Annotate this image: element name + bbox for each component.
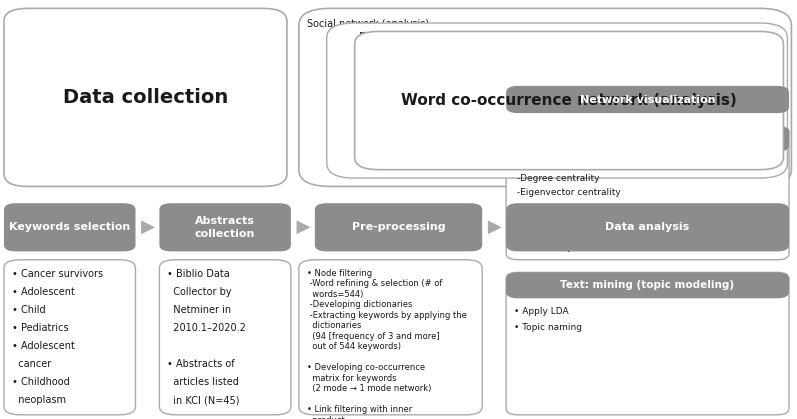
Text: • Biblio Data: • Biblio Data [167, 269, 230, 279]
FancyBboxPatch shape [506, 126, 789, 260]
Text: Data analysis: Data analysis [606, 222, 689, 232]
Text: cancer: cancer [12, 359, 51, 369]
Text: (2 mode → 1 mode network): (2 mode → 1 mode network) [307, 384, 431, 393]
Text: product: product [307, 416, 344, 419]
Text: Bibliometrics network (analysis): Bibliometrics network (analysis) [359, 32, 516, 42]
Text: Netminer in: Netminer in [167, 305, 231, 315]
FancyBboxPatch shape [506, 126, 789, 152]
Text: articles listed: articles listed [167, 377, 239, 387]
Text: • Link filtering with inner: • Link filtering with inner [307, 405, 412, 414]
Text: matrix for keywords: matrix for keywords [307, 374, 396, 383]
Text: words=544): words=544) [307, 290, 363, 299]
Text: Abstracts
collection: Abstracts collection [195, 216, 255, 238]
Text: dictionaries: dictionaries [307, 321, 361, 330]
Text: • Abstracts of: • Abstracts of [167, 359, 235, 369]
Text: out of 544 keywords): out of 544 keywords) [307, 342, 401, 351]
FancyBboxPatch shape [315, 203, 482, 251]
Text: Pre-processing: Pre-processing [351, 222, 446, 232]
FancyBboxPatch shape [4, 8, 287, 186]
Text: • Adolescent: • Adolescent [12, 287, 75, 297]
Text: • Apply LDA: • Apply LDA [514, 307, 569, 316]
FancyBboxPatch shape [506, 272, 789, 298]
Text: Network analysis: Network analysis [597, 134, 698, 144]
FancyBboxPatch shape [4, 260, 135, 415]
Text: Keywords selection: Keywords selection [9, 222, 131, 232]
Text: • Cancer survivors: • Cancer survivors [12, 269, 103, 279]
FancyBboxPatch shape [355, 31, 783, 170]
Text: • Topic naming: • Topic naming [514, 323, 582, 332]
Text: -Degree centrality: -Degree centrality [514, 174, 599, 183]
FancyBboxPatch shape [506, 86, 789, 113]
Text: -Community: -Community [514, 243, 572, 252]
Text: Network visualization: Network visualization [579, 95, 716, 104]
Text: Word co-occurrence network (analysis): Word co-occurrence network (analysis) [401, 93, 737, 108]
Text: • Adolescent: • Adolescent [12, 341, 75, 351]
Text: • Node filtering: • Node filtering [307, 269, 372, 278]
Text: Social network (analysis): Social network (analysis) [307, 19, 429, 29]
Text: -Developing dictionaries: -Developing dictionaries [307, 300, 412, 309]
Text: neoplasm: neoplasm [12, 395, 66, 405]
Text: in KCI (N=45): in KCI (N=45) [167, 395, 240, 405]
FancyBboxPatch shape [506, 203, 789, 251]
Text: -Word refining & selection (# of: -Word refining & selection (# of [307, 279, 442, 288]
Text: 2010.1–2020.2: 2010.1–2020.2 [167, 323, 246, 333]
FancyBboxPatch shape [506, 272, 789, 415]
FancyBboxPatch shape [159, 203, 291, 251]
Text: • Cohesion for sub-topic group: • Cohesion for sub-topic group [514, 215, 654, 224]
FancyBboxPatch shape [299, 8, 791, 186]
Text: Text: mining (topic modeling): Text: mining (topic modeling) [560, 280, 735, 290]
Text: • Centrality for core keywords: • Centrality for core keywords [514, 160, 650, 169]
FancyBboxPatch shape [159, 260, 291, 415]
FancyBboxPatch shape [299, 260, 482, 415]
FancyBboxPatch shape [4, 203, 135, 251]
Text: • Pediatrics: • Pediatrics [12, 323, 69, 333]
Text: Collector by: Collector by [167, 287, 232, 297]
Text: • Child: • Child [12, 305, 45, 315]
Text: -Extracting keywords by applying the: -Extracting keywords by applying the [307, 311, 467, 320]
FancyBboxPatch shape [327, 23, 787, 178]
Text: by clustering: by clustering [514, 229, 579, 238]
Text: Data collection: Data collection [63, 88, 228, 107]
Text: -Eigenvector centrality: -Eigenvector centrality [514, 188, 621, 197]
Text: • Developing co-occurrence: • Developing co-occurrence [307, 363, 425, 372]
Text: • Childhood: • Childhood [12, 377, 69, 387]
Text: (94 [frequency of 3 and more]: (94 [frequency of 3 and more] [307, 332, 439, 341]
